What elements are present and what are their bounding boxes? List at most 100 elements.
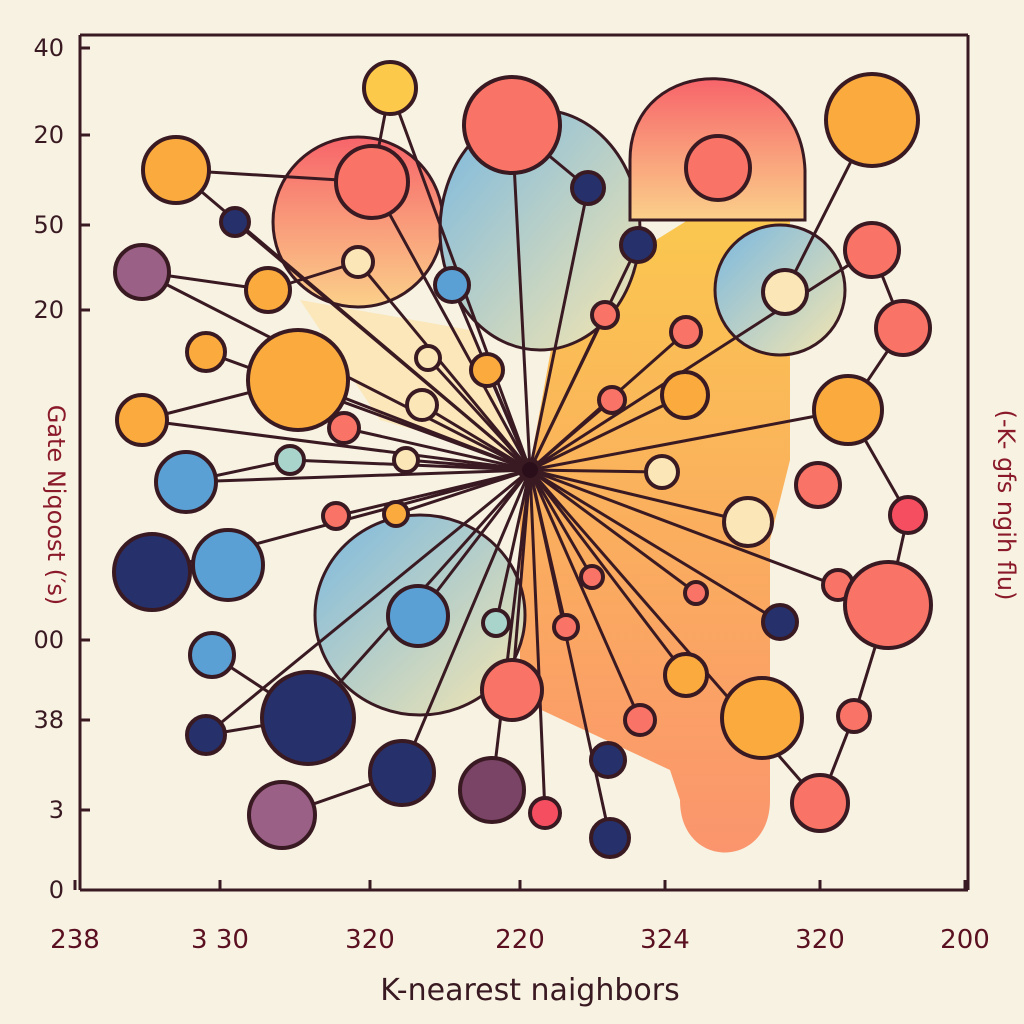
node <box>244 266 292 314</box>
node <box>824 72 920 168</box>
edge <box>185 468 531 484</box>
node <box>720 676 804 760</box>
nodes <box>112 60 933 859</box>
x-tick-label: 324 <box>640 925 690 955</box>
edge <box>529 468 781 624</box>
edge <box>529 408 849 472</box>
edge <box>529 398 613 472</box>
y-tick-label: 3 <box>49 796 64 824</box>
node <box>843 560 933 650</box>
y-axis-title: Gate Njqoost (′s) <box>42 405 70 606</box>
node <box>327 411 361 445</box>
x-axis-title: K-nearest naighbors <box>380 973 679 1008</box>
node <box>141 135 211 205</box>
node <box>761 603 799 641</box>
node <box>462 75 562 175</box>
edge <box>510 124 532 471</box>
edge <box>141 418 531 472</box>
x-tick-label: 200 <box>940 925 990 955</box>
node <box>552 613 580 641</box>
x-tick-label: 220 <box>495 925 545 955</box>
hub <box>518 458 542 482</box>
node <box>623 703 657 737</box>
edge <box>528 187 590 471</box>
node <box>790 773 850 833</box>
y2-axis-title: (-K- gfs ngih flu) <box>992 410 1020 601</box>
node <box>433 266 471 304</box>
node <box>113 243 171 301</box>
node <box>836 698 872 734</box>
node <box>414 344 442 372</box>
node <box>115 393 169 447</box>
edge <box>400 469 532 774</box>
node <box>663 652 709 698</box>
y-tick-label: 50 <box>33 211 64 239</box>
node <box>684 134 752 202</box>
node <box>392 446 420 474</box>
x-tick-label: 3 30 <box>191 925 249 955</box>
edge <box>529 393 686 472</box>
node <box>112 532 192 612</box>
node <box>570 170 606 206</box>
edge <box>343 426 531 472</box>
node <box>644 454 680 490</box>
node <box>321 501 351 531</box>
edge <box>529 248 873 472</box>
edge <box>528 314 607 471</box>
y-tick-label: 38 <box>33 706 64 734</box>
node <box>480 658 544 722</box>
node <box>458 756 526 824</box>
node <box>405 388 439 422</box>
edge <box>529 468 663 474</box>
node <box>154 450 218 514</box>
node <box>219 206 251 238</box>
node <box>888 495 928 535</box>
edge <box>528 469 547 814</box>
edge <box>426 356 532 472</box>
x-tick-label: 238 <box>50 925 100 955</box>
node <box>386 584 450 648</box>
node <box>481 608 511 638</box>
x-tick-label: 320 <box>345 925 395 955</box>
node <box>874 299 932 357</box>
edge <box>528 469 612 839</box>
node <box>589 817 631 859</box>
edge <box>421 403 531 472</box>
node <box>589 741 627 779</box>
edge <box>490 469 532 791</box>
node <box>368 739 436 807</box>
node <box>843 221 901 279</box>
node <box>579 564 605 590</box>
edge <box>234 220 531 472</box>
node <box>761 268 809 316</box>
node <box>597 385 627 415</box>
edge <box>205 468 531 737</box>
edge <box>529 468 697 595</box>
node <box>191 528 265 602</box>
node <box>185 331 227 373</box>
node <box>260 670 356 766</box>
node <box>334 144 410 220</box>
edge <box>494 469 532 624</box>
y-tick-label: 40 <box>33 34 64 62</box>
y-tick-label: 0 <box>49 876 64 904</box>
node <box>382 500 410 528</box>
edge <box>405 458 531 472</box>
node <box>722 496 774 548</box>
edge <box>370 181 532 471</box>
node <box>619 226 657 264</box>
y-tick-label: 00 <box>33 626 64 654</box>
node <box>669 315 703 349</box>
node <box>683 580 709 606</box>
node <box>528 796 562 830</box>
edge <box>356 261 532 471</box>
node <box>274 444 306 476</box>
edge <box>485 369 532 471</box>
node <box>660 370 710 420</box>
node <box>247 780 317 850</box>
x-tick-label: 320 <box>795 925 845 955</box>
edge <box>528 469 594 578</box>
edge <box>528 469 642 721</box>
